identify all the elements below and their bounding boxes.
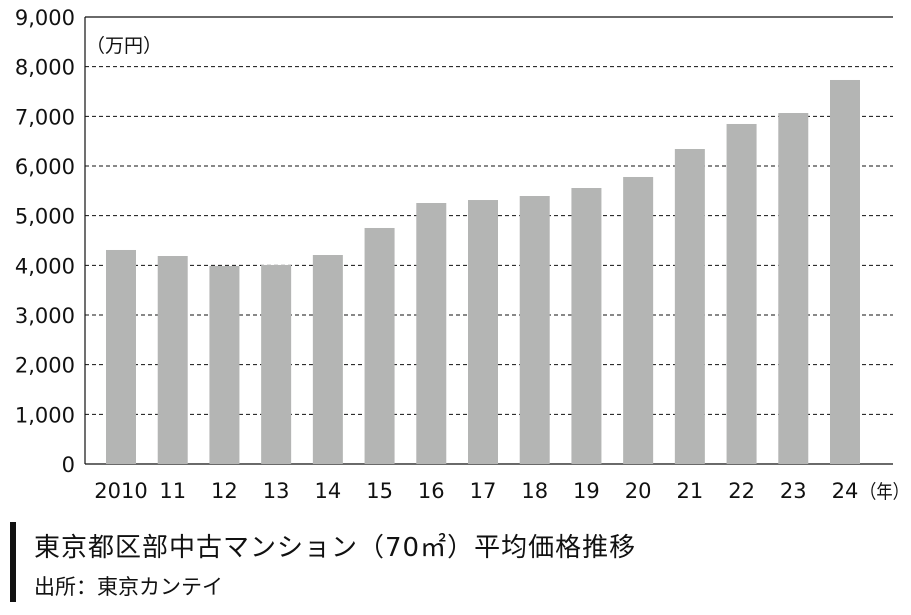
- bars: [106, 79, 860, 465]
- x-tick-labels: 2010 11 12 13 14 15 16 17 18 19 20 21 22 23 24: [94, 479, 858, 503]
- x-axis-unit-label: （年）: [860, 481, 909, 503]
- bar-18: [519, 195, 550, 465]
- x-tick-label: 2010: [94, 479, 147, 503]
- x-tick-label: 17: [470, 479, 497, 503]
- x-tick-label: 16: [418, 479, 445, 503]
- bar-17: [468, 200, 498, 464]
- x-tick-label: 14: [314, 479, 341, 503]
- x-tick-label: 22: [728, 479, 755, 503]
- bar-14: [312, 255, 343, 464]
- bar-11: [157, 255, 188, 464]
- y-tick-label: 6,000: [15, 155, 75, 179]
- y-tick-label: 5,000: [15, 205, 75, 229]
- y-tick-labels: 0 1,000 2,000 3,000 4,000 5,000 6,000 7,000 8,00…: [15, 6, 75, 477]
- bar-2010: [106, 249, 136, 464]
- bar-16: [416, 203, 447, 465]
- x-tick-label: 19: [573, 479, 600, 503]
- x-tick-label: 12: [211, 479, 238, 503]
- bar-12: [209, 265, 240, 464]
- bar-20: [623, 176, 654, 465]
- chart-title: 東京都区部中古マンション（70㎡）平均価格推移: [34, 533, 637, 563]
- x-tick-label: 13: [263, 479, 290, 503]
- y-tick-label: 2,000: [15, 354, 75, 378]
- x-tick-label: 20: [625, 479, 652, 503]
- bar-13: [261, 264, 292, 464]
- bar-22: [726, 123, 757, 465]
- x-tick-label: 18: [521, 479, 548, 503]
- x-tick-label: 11: [159, 479, 186, 503]
- bar-19: [571, 188, 602, 465]
- bar-24: [830, 79, 860, 465]
- y-tick-label: 0: [62, 453, 75, 477]
- y-tick-label: 1,000: [15, 403, 75, 427]
- y-tick-label: 4,000: [15, 254, 75, 278]
- bar-21: [674, 149, 705, 464]
- title-accent-bar: [10, 522, 16, 602]
- y-axis-unit-label: （万円）: [86, 35, 162, 57]
- x-tick-label: 23: [780, 479, 807, 503]
- x-tick-label: 21: [676, 479, 703, 503]
- y-tick-label: 7,000: [15, 105, 75, 129]
- x-tick-label: 15: [366, 479, 393, 503]
- x-tick-label: 24: [832, 479, 859, 503]
- bar-15: [364, 227, 395, 464]
- y-tick-label: 3,000: [15, 304, 75, 328]
- y-tick-label: 9,000: [15, 6, 75, 30]
- bar-23: [778, 113, 809, 464]
- y-tick-label: 8,000: [15, 56, 75, 80]
- chart-source: 出所：東京カンテイ: [34, 575, 223, 599]
- bar-chart: 0 1,000 2,000 3,000 4,000 5,000 6,000 7,000 8,00…: [15, 6, 909, 503]
